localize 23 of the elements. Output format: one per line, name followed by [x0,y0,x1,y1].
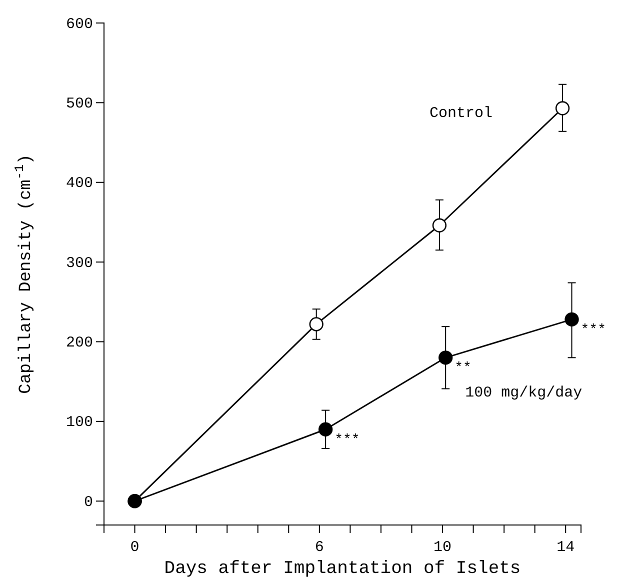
text: Control [429,104,492,122]
point [432,218,447,232]
y-tick-label: 600 [66,16,93,33]
y-tick-label: 400 [66,175,93,192]
x-tick-label: 6 [314,539,324,556]
y-tick-label: 200 [66,334,93,352]
annotation: *** [580,322,606,338]
point [309,317,324,332]
point [564,312,579,326]
series-label: 100 mg/kg/day [465,384,582,402]
annotation: ** [454,360,472,377]
annotation: *** [334,432,360,448]
point [318,422,333,436]
point [438,350,453,365]
x-tick-label: 10 [434,539,452,556]
point [555,101,570,116]
x-tick-label: 0 [130,539,140,556]
y-tick-label: 300 [66,254,93,272]
x-tick-label: 14 [556,539,575,556]
y-tick-label: 100 [66,414,93,432]
y-tick-label: 500 [66,95,93,112]
y-tick-label: 0 [84,494,93,511]
x-axis-title: Days after Implantation of Islets [164,559,521,579]
